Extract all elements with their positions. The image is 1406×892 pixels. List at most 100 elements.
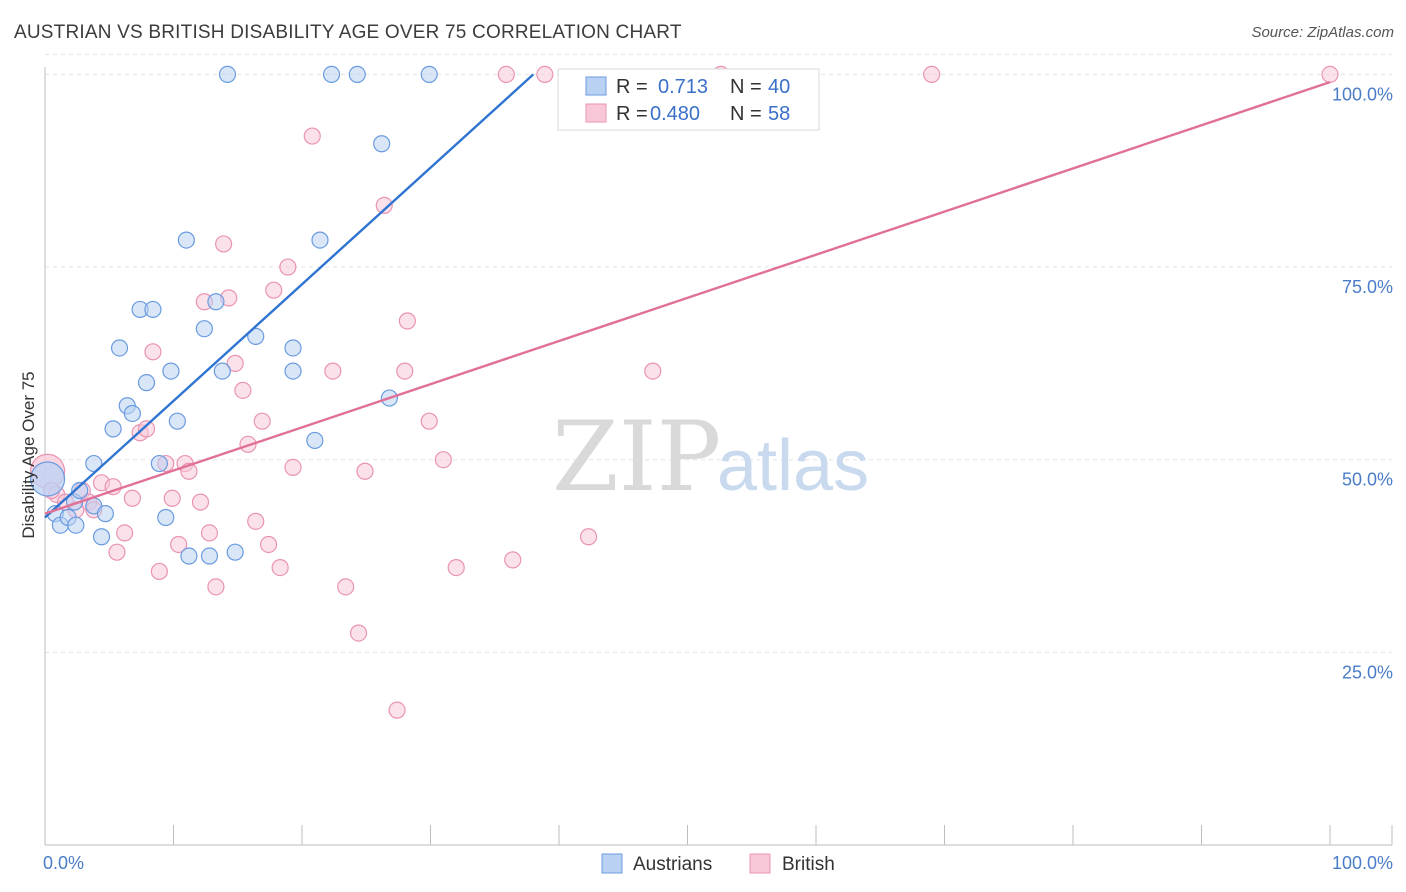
austrians-point xyxy=(85,454,103,473)
stats-legend: R = 0.713 N = 40 R = 0.480 N = 58 xyxy=(557,68,820,131)
british-point xyxy=(234,381,252,399)
british-point xyxy=(356,462,374,480)
austrians-point xyxy=(207,293,225,311)
austrians-point xyxy=(144,300,162,319)
british-point xyxy=(271,558,289,577)
british-point xyxy=(324,362,342,380)
austrians-point xyxy=(104,420,122,438)
british-point xyxy=(420,412,438,430)
british-point xyxy=(279,258,297,276)
austrians-point xyxy=(226,543,244,561)
y-tick-label: 25.0% xyxy=(1342,662,1393,682)
austrians-point xyxy=(150,454,168,473)
austrians-points xyxy=(29,65,438,565)
austrians-point xyxy=(195,320,213,338)
austrians-point xyxy=(348,65,366,84)
british-point xyxy=(434,451,452,469)
british-point xyxy=(337,578,355,596)
british-point xyxy=(265,281,283,299)
british-r-value: 0.480 xyxy=(650,103,700,125)
austrians-r-value: 0.713 xyxy=(658,76,708,98)
british-point xyxy=(349,624,368,642)
austrians-swatch xyxy=(585,76,607,96)
chart-title: AUSTRIAN VS BRITISH DISABILITY AGE OVER … xyxy=(14,22,682,43)
british-n-value: 58 xyxy=(768,103,790,125)
british-point xyxy=(497,65,515,84)
british-point xyxy=(137,420,156,438)
british-point xyxy=(504,551,522,569)
austrians-point xyxy=(180,547,198,565)
x-tick-labels: 0.0% 100.0% xyxy=(43,853,1393,873)
british-point xyxy=(923,65,941,84)
austrians-point xyxy=(306,431,324,450)
y-tick-labels: 25.0% 50.0% 75.0% 100.0% xyxy=(1332,84,1393,682)
watermark-atlas: atlas xyxy=(717,426,869,506)
y-tick-label: 50.0% xyxy=(1342,470,1393,490)
british-point xyxy=(191,493,210,511)
british-point xyxy=(253,412,271,430)
british-swatch xyxy=(585,103,607,123)
british-point xyxy=(398,312,416,330)
austrians-r-label: R = xyxy=(616,76,648,98)
y-tick-label: 100.0% xyxy=(1332,84,1393,104)
british-point xyxy=(644,362,662,380)
austrians-point xyxy=(168,412,186,430)
british-point xyxy=(375,196,393,215)
x-tick-label: 0.0% xyxy=(43,853,84,873)
british-point xyxy=(303,127,321,145)
austrians-point xyxy=(177,231,195,249)
austrians-point xyxy=(92,528,111,546)
austrians-point xyxy=(284,339,302,357)
austrians-point xyxy=(322,65,341,84)
watermark-zip: ZIP xyxy=(552,401,721,513)
y-tick-label: 75.0% xyxy=(1342,277,1393,297)
austrians-point xyxy=(137,374,156,392)
british-point xyxy=(150,562,168,581)
source-label: Source: ZipAtlas.com xyxy=(1251,24,1394,41)
austrians-point xyxy=(157,508,175,527)
austrians-point xyxy=(311,231,329,249)
british-point xyxy=(447,558,465,577)
british-point xyxy=(170,535,188,554)
austrians-n-value: 40 xyxy=(768,76,790,98)
y-axis-label: Disability Age Over 75 xyxy=(19,371,38,538)
grid xyxy=(45,53,1392,653)
british-point xyxy=(536,65,554,84)
austrians-point xyxy=(213,362,231,380)
austrians-point xyxy=(200,547,219,565)
british-point xyxy=(284,458,302,477)
x-tick-label: 100.0% xyxy=(1332,853,1393,873)
series-legend: Austrians British xyxy=(601,853,835,875)
austrians-point xyxy=(71,481,89,500)
british-point xyxy=(215,235,233,253)
austrians-point xyxy=(373,135,391,153)
austrians-point xyxy=(67,516,85,534)
british-point xyxy=(388,701,406,719)
austrians-point xyxy=(247,327,265,346)
austrians-point xyxy=(420,65,438,84)
british-point xyxy=(207,578,225,596)
british-point xyxy=(226,354,244,372)
legend-austrians-swatch[interactable] xyxy=(601,853,623,874)
legend-british-swatch[interactable] xyxy=(749,853,771,874)
austrians-point xyxy=(96,505,114,523)
british-point xyxy=(579,528,598,546)
legend-british-label[interactable]: British xyxy=(782,854,835,875)
british-point xyxy=(259,535,278,554)
british-point xyxy=(163,489,181,507)
british-point xyxy=(200,524,219,542)
trend-lines xyxy=(44,73,1331,519)
legend-austrians-label[interactable]: Austrians xyxy=(633,854,712,875)
british-points xyxy=(29,65,1339,719)
british-point xyxy=(144,343,162,361)
austrians-point xyxy=(123,404,141,423)
british-trend-line xyxy=(44,80,1331,515)
british-point xyxy=(247,512,265,530)
austrians-trend-line xyxy=(44,73,535,519)
austrians-point xyxy=(110,339,129,357)
british-n-label: N = xyxy=(730,103,762,125)
austrians-n-label: N = xyxy=(730,76,762,98)
austrians-point xyxy=(284,362,302,380)
austrians-point xyxy=(29,461,66,497)
